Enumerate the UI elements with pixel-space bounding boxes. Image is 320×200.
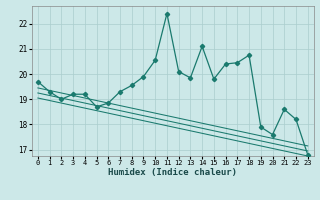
X-axis label: Humidex (Indice chaleur): Humidex (Indice chaleur): [108, 168, 237, 177]
